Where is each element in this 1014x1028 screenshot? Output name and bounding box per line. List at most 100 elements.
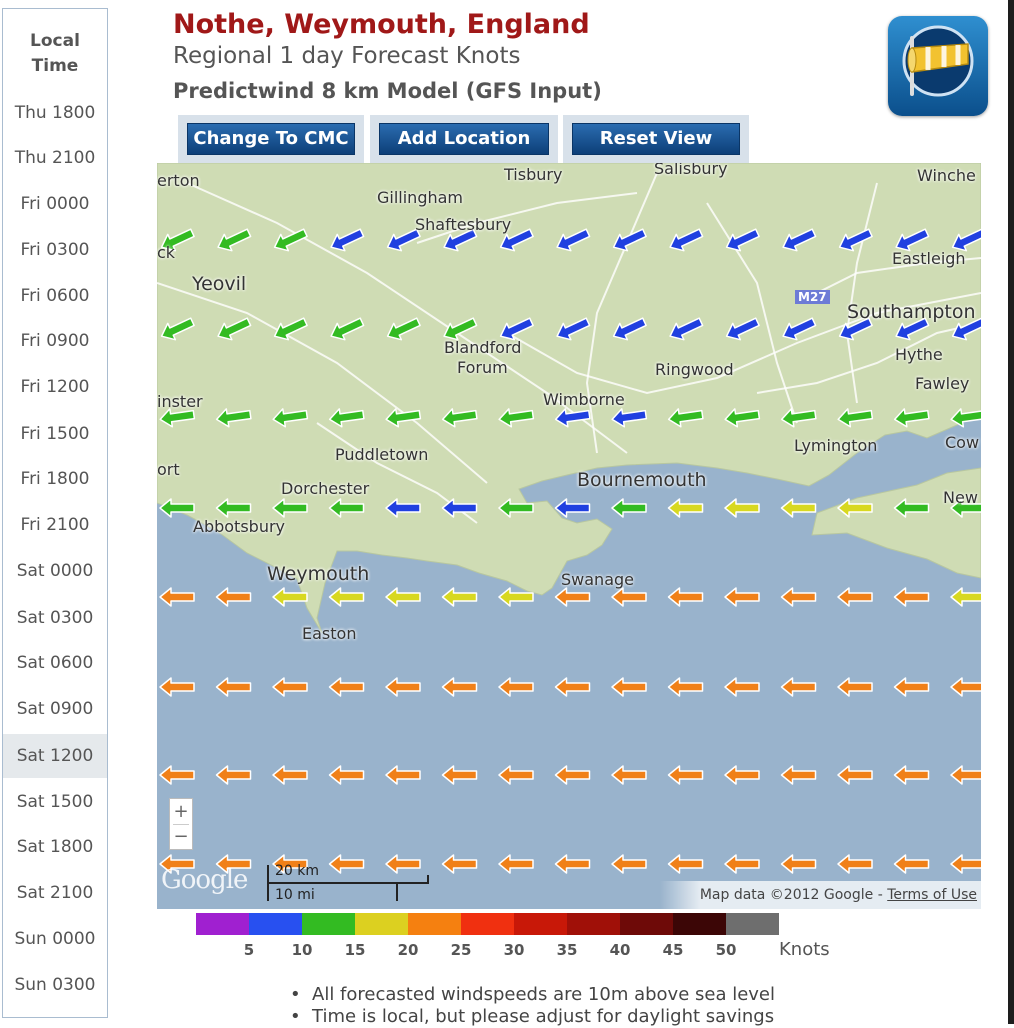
wind-arrow xyxy=(612,228,647,252)
time-item-fri-1200[interactable]: Fri 1200 xyxy=(20,377,90,397)
map-attribution: Map data ©2012 Google - Terms of Use xyxy=(659,881,981,909)
wind-arrow xyxy=(895,228,930,252)
wind-arrow xyxy=(950,498,981,518)
land-area xyxy=(157,163,981,634)
scale-km-label: 20 km xyxy=(275,863,320,879)
place-label: Tisbury xyxy=(504,165,563,184)
wind-arrow xyxy=(554,765,591,785)
wind-arrow xyxy=(838,228,873,252)
place-label: Yeovil xyxy=(192,273,247,295)
time-item-fri-0600[interactable]: Fri 0600 xyxy=(20,286,90,306)
wind-arrow xyxy=(499,228,534,252)
time-item-fri-1800[interactable]: Fri 1800 xyxy=(20,469,90,489)
wind-arrow xyxy=(385,677,421,697)
wind-arrow xyxy=(893,765,930,785)
wind-arrow xyxy=(895,317,930,341)
change-model-button[interactable]: Change To CMC xyxy=(187,123,355,155)
wind-arrow xyxy=(273,317,308,341)
road-line xyxy=(585,172,658,454)
wind-arrow xyxy=(385,408,422,428)
wind-arrow xyxy=(272,587,308,607)
legend-label: 15 xyxy=(344,941,366,959)
time-item-thu-2100[interactable]: Thu 2100 xyxy=(14,148,96,168)
legend-label: 30 xyxy=(503,941,525,959)
wind-arrow xyxy=(554,677,591,697)
wind-arrow xyxy=(215,408,252,428)
legend-swatch xyxy=(302,913,355,935)
legend-label: 5 xyxy=(243,941,255,959)
legend-swatch xyxy=(249,913,302,935)
forecast-map[interactable]: erton Gillingham Tisbury Salisbury Winche Sha… xyxy=(157,163,981,909)
wind-arrow xyxy=(782,317,817,341)
terms-of-use-link[interactable]: Terms of Use xyxy=(887,887,977,903)
wind-arrow xyxy=(386,317,421,341)
wind-arrow xyxy=(780,587,817,607)
road-line xyxy=(506,292,981,395)
wind-arrow xyxy=(328,408,365,428)
time-item-sat-0600[interactable]: Sat 0600 xyxy=(16,653,94,673)
time-item-sat-2100[interactable]: Sat 2100 xyxy=(16,883,94,903)
wind-arrow xyxy=(441,587,478,607)
wind-arrow xyxy=(499,317,534,341)
wind-arrow xyxy=(441,498,478,518)
wind-arrow xyxy=(950,408,981,428)
wind-arrow xyxy=(159,408,196,428)
wind-arrow xyxy=(893,587,930,607)
legend-label: 25 xyxy=(450,941,472,959)
legend-label: 10 xyxy=(291,941,313,959)
time-item-sat-0000[interactable]: Sat 0000 xyxy=(16,561,94,581)
time-item-sat-1500[interactable]: Sat 1500 xyxy=(16,792,94,812)
time-item-sun-0300[interactable]: Sun 0300 xyxy=(14,975,96,995)
zoom-in-button[interactable]: + xyxy=(173,801,189,822)
wind-arrow xyxy=(724,587,760,607)
time-item-fri-1500[interactable]: Fri 1500 xyxy=(20,424,90,444)
time-item-fri-0300[interactable]: Fri 0300 xyxy=(20,240,90,260)
page-title: Nothe, Weymouth, England xyxy=(173,9,590,40)
wind-arrow xyxy=(837,677,873,697)
wind-arrow xyxy=(272,854,308,874)
legend-swatch xyxy=(567,913,620,935)
wind-arrow xyxy=(272,408,309,428)
place-label: erton xyxy=(157,171,200,190)
note-item: All forecasted windspeeds are 10m above … xyxy=(290,984,775,1006)
time-item-thu-1800[interactable]: Thu 1800 xyxy=(14,103,96,123)
time-item-sat-1200[interactable]: Sat 1200 xyxy=(3,734,107,778)
wind-arrow xyxy=(950,765,981,785)
google-logo[interactable]: Google xyxy=(161,865,248,895)
time-item-fri-2100[interactable]: Fri 2100 xyxy=(20,515,90,535)
reset-view-button-wrap: Reset View xyxy=(563,115,749,163)
wind-arrow-grid xyxy=(159,228,981,874)
zoom-out-button[interactable]: − xyxy=(173,826,189,847)
map-scale-bar: 20 km 10 mi xyxy=(267,863,429,905)
reset-view-button[interactable]: Reset View xyxy=(572,123,740,155)
add-location-button[interactable]: Add Location xyxy=(379,123,549,155)
time-item-fri-0000[interactable]: Fri 0000 xyxy=(20,194,90,214)
time-item-sat-1800[interactable]: Sat 1800 xyxy=(16,837,94,857)
zoom-control: + − xyxy=(169,798,193,850)
wind-arrow xyxy=(611,587,647,607)
place-label: Puddletown xyxy=(335,445,429,464)
time-item-sat-0900[interactable]: Sat 0900 xyxy=(16,699,94,719)
legend-swatch xyxy=(726,913,779,935)
wind-arrow xyxy=(667,498,704,518)
wind-arrow xyxy=(385,587,421,607)
time-item-sat-0300[interactable]: Sat 0300 xyxy=(16,608,94,628)
time-item-fri-0900[interactable]: Fri 0900 xyxy=(20,331,90,351)
wind-arrow xyxy=(498,587,534,607)
attribution-text: Map data ©2012 Google - xyxy=(699,887,888,903)
place-label: Lymington xyxy=(794,436,878,455)
time-item-sun-0000[interactable]: Sun 0000 xyxy=(14,929,96,949)
place-label: Bournemouth xyxy=(577,469,707,491)
wind-arrow xyxy=(386,228,421,252)
legend-swatch xyxy=(196,913,249,935)
wind-arrow xyxy=(837,587,873,607)
place-label: Fawley xyxy=(915,374,970,393)
wind-arrow xyxy=(328,854,365,874)
place-label: Easton xyxy=(302,624,357,643)
page-subtitle: Regional 1 day Forecast Knots xyxy=(173,43,521,69)
isle-of-wight xyxy=(811,467,981,579)
wind-arrow xyxy=(498,854,534,874)
wind-arrow xyxy=(667,677,704,697)
map-base-layer xyxy=(157,163,981,909)
place-label: Hythe xyxy=(895,345,943,364)
